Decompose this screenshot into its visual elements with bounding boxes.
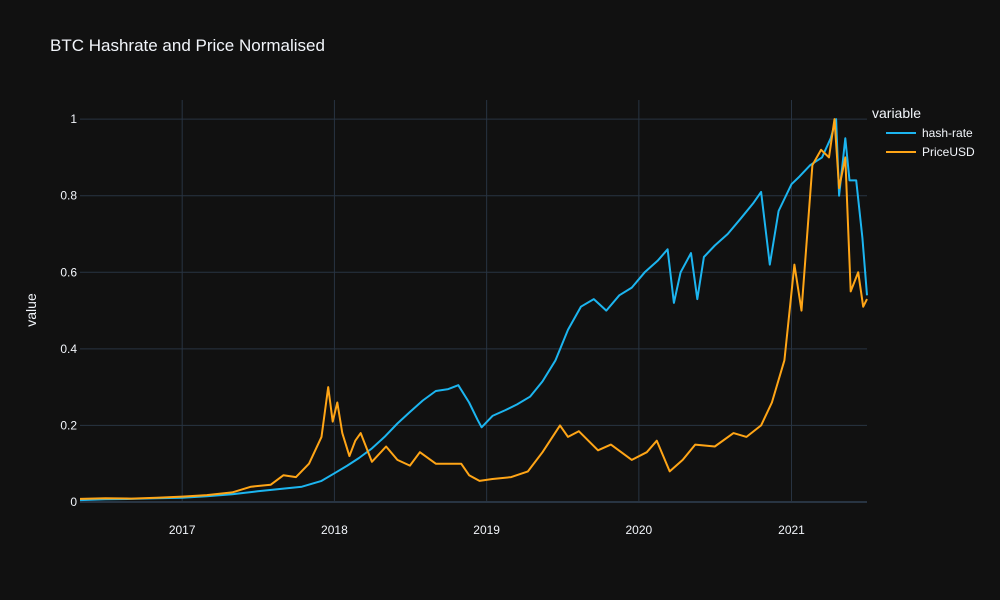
chart-title: BTC Hashrate and Price Normalised [50,36,325,55]
y-tick-label: 0.6 [60,265,77,279]
y-tick-label: 1 [70,112,77,126]
x-tick-label: 2018 [321,523,348,537]
series-layer [79,118,868,502]
grid [80,100,867,503]
legend[interactable]: variable hash-rate PriceUSD [872,105,975,159]
y-tick-label: 0.2 [60,418,77,432]
x-tick-label: 2017 [169,523,196,537]
y-tick-label: 0.8 [60,189,77,203]
x-tick-label: 2021 [778,523,805,537]
x-tick-label: 2019 [473,523,500,537]
x-tick-label: 2020 [626,523,653,537]
y-tick-label: 0.4 [60,342,77,356]
legend-item-label: PriceUSD [922,145,975,159]
legend-title: variable [872,105,921,121]
series-line-PriceUSD [79,118,868,500]
y-axis-title: value [23,293,39,327]
legend-item-label: hash-rate [922,126,973,140]
y-tick-label: 0 [70,495,77,509]
tick-labels: 0 0.2 0.4 0.6 0.8 1 2017 2018 2019 2020 2021 [60,112,805,537]
series-line-hash-rate [79,118,868,502]
